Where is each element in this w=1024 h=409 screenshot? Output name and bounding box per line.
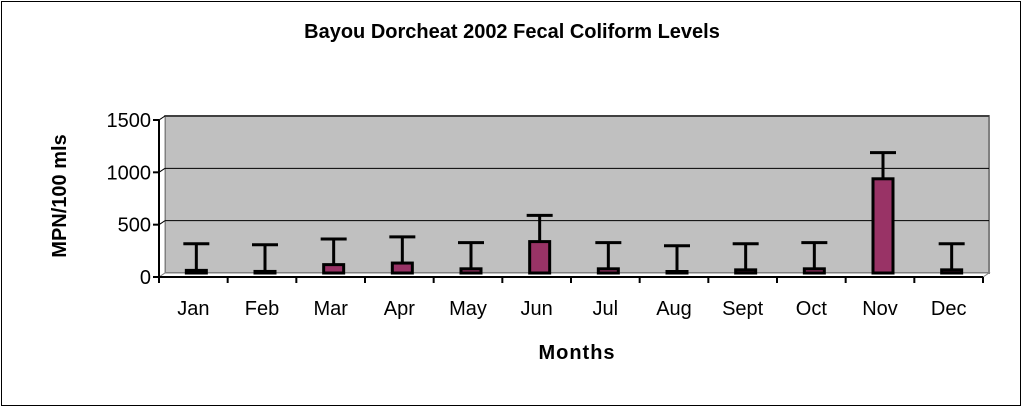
y-axis-label: MPN/100 mls xyxy=(49,134,71,257)
x-axis-label: Months xyxy=(538,342,615,364)
y-tick-label: 0 xyxy=(140,267,151,289)
y-tick-label: 1500 xyxy=(107,110,152,132)
x-tick-label: Nov xyxy=(862,298,898,320)
axes xyxy=(153,119,984,283)
bar xyxy=(665,270,689,275)
x-tick-label: Apr xyxy=(384,298,415,320)
bar xyxy=(940,268,964,275)
x-tick-label: Aug xyxy=(656,298,692,320)
bar xyxy=(528,240,552,275)
x-tick-label: Oct xyxy=(796,298,828,320)
bar xyxy=(184,268,208,275)
bar xyxy=(253,269,277,275)
bar xyxy=(459,267,483,275)
plot-area xyxy=(157,115,991,278)
bar xyxy=(871,177,895,275)
bar xyxy=(596,267,620,275)
bar xyxy=(390,261,414,275)
x-tick-label: Dec xyxy=(931,298,967,320)
gridline-depth xyxy=(158,115,166,121)
x-tick-label: Sept xyxy=(722,298,764,320)
x-tick-label: May xyxy=(449,298,487,320)
y-tick-label: 500 xyxy=(118,215,151,237)
bar xyxy=(322,263,346,275)
error-bars xyxy=(183,151,965,272)
plot-background xyxy=(164,115,990,274)
x-tick-label: Feb xyxy=(245,298,279,320)
chart-title: Bayou Dorcheat 2002 Fecal Coliform Level… xyxy=(304,21,720,43)
bar xyxy=(802,267,826,275)
y-tick-labels: 0 500 1000 1500 xyxy=(107,110,152,289)
y-tick-label: 1000 xyxy=(107,162,152,184)
bar xyxy=(734,268,758,275)
x-tick-label: Jul xyxy=(593,298,619,320)
x-tick-label: Jan xyxy=(177,298,209,320)
gridlines xyxy=(158,115,989,226)
x-tick-label: Jun xyxy=(521,298,553,320)
x-tick-labels: Jan Feb Mar Apr May Jun Jul Aug Sept Oct Nov Dec xyxy=(177,298,966,320)
x-tick-label: Mar xyxy=(313,298,348,320)
